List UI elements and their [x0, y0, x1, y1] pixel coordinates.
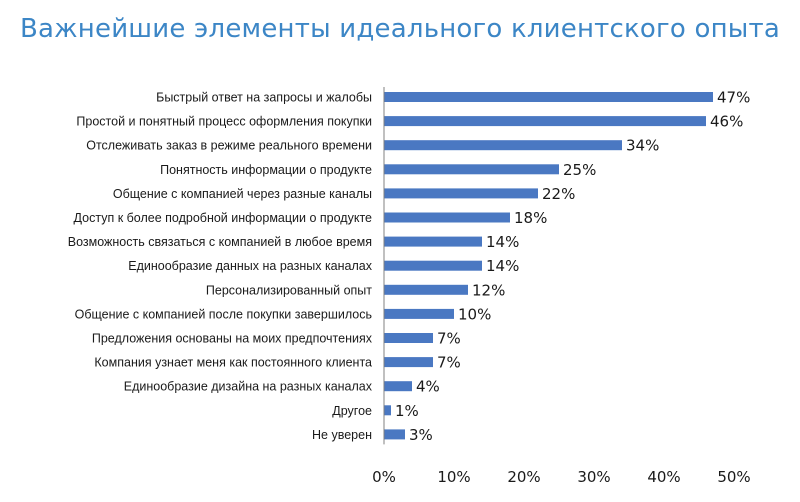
bar — [384, 188, 538, 199]
bar — [384, 212, 510, 223]
bar — [384, 140, 622, 151]
bar — [384, 381, 412, 392]
category-label: Общение с компанией через разные каналы — [113, 187, 372, 201]
bar — [384, 92, 713, 102]
x-axis-ticks: 0% 10% 20% 30% 40% 50% — [372, 468, 751, 486]
data-label: 1% — [395, 402, 419, 420]
x-tick-label: 50% — [717, 468, 750, 486]
bar — [384, 429, 405, 440]
data-label: 18% — [514, 209, 547, 227]
bar — [384, 260, 482, 271]
bar — [384, 308, 454, 319]
category-label: Не уверен — [312, 428, 372, 442]
x-tick-label: 40% — [647, 468, 680, 486]
data-label: 22% — [542, 185, 575, 203]
data-label: 3% — [409, 426, 433, 444]
data-label: 25% — [563, 161, 596, 179]
category-label: Возможность связаться с компанией в любо… — [68, 235, 372, 249]
category-label: Общение с компанией после покупки заверш… — [75, 307, 372, 321]
x-tick-label: 30% — [577, 468, 610, 486]
category-label: Быстрый ответ на запросы и жалобы — [156, 91, 372, 105]
category-label: Единообразие данных на разных каналах — [128, 259, 372, 273]
category-label: Персонализированный опыт — [206, 283, 372, 297]
data-label: 46% — [710, 113, 743, 131]
bar — [384, 164, 559, 175]
data-label: 4% — [416, 378, 440, 396]
category-label: Другое — [332, 404, 372, 418]
x-tick-label: 10% — [437, 468, 470, 486]
bar — [384, 236, 482, 247]
category-label: Понятность информации о продукте — [160, 163, 372, 177]
category-label: Компания узнает меня как постоянного кли… — [94, 356, 372, 370]
data-label: 10% — [458, 305, 491, 323]
category-labels: Быстрый ответ на запросы и жалобы Простой… — [68, 91, 373, 442]
bar — [384, 405, 391, 416]
category-label: Предложения основаны на моих предпочтени… — [92, 332, 373, 346]
data-label: 14% — [486, 257, 519, 275]
data-label: 47% — [717, 89, 750, 107]
data-label: 7% — [437, 354, 461, 372]
bar — [384, 284, 468, 295]
value-labels: 47% 46% 34% 25% 22% 18% 14% 14% 12% 10% 7% 7% 4% 1% 3% — [395, 89, 750, 444]
data-label: 34% — [626, 137, 659, 155]
bar — [384, 357, 433, 368]
data-label: 7% — [437, 330, 461, 348]
data-label: 14% — [486, 233, 519, 251]
x-tick-label: 0% — [372, 468, 396, 486]
bars-layer — [384, 92, 713, 440]
data-label: 12% — [472, 281, 505, 299]
category-label: Простой и понятный процесс оформления по… — [76, 115, 372, 129]
category-label: Отслеживать заказ в режиме реального вре… — [86, 139, 372, 153]
category-label: Доступ к более подробной информации о пр… — [74, 211, 373, 225]
bar — [384, 116, 706, 127]
chart-title: Важнейшие элементы идеального клиентског… — [20, 14, 780, 44]
x-tick-label: 20% — [507, 468, 540, 486]
category-label: Единообразие дизайна на разных каналах — [124, 380, 373, 394]
bar — [384, 333, 433, 343]
